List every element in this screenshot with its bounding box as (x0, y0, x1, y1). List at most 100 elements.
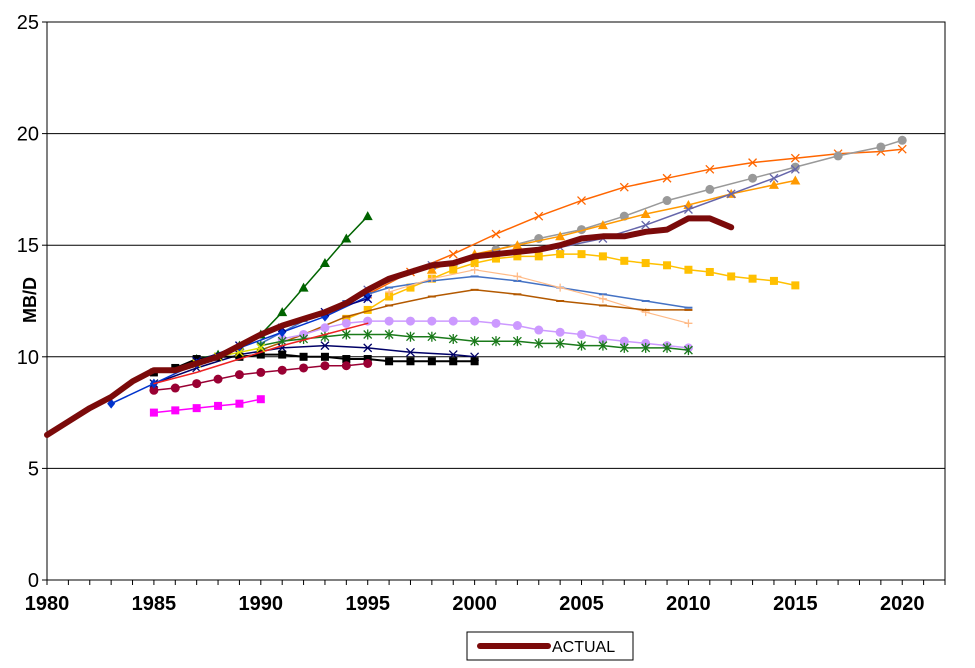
data-point (641, 220, 651, 230)
data-point (256, 343, 266, 353)
data-point (641, 259, 650, 268)
data-point (171, 406, 180, 415)
data-point (384, 329, 394, 340)
data-point (341, 233, 352, 243)
data-point (663, 261, 672, 270)
x-tick-label: 1990 (239, 593, 284, 615)
data-point (492, 254, 500, 263)
x-tick-label: 1995 (345, 593, 390, 615)
data-point (748, 158, 758, 168)
data-point (427, 331, 437, 342)
series-line (366, 148, 903, 296)
series-line (44, 215, 735, 438)
data-point (513, 272, 522, 281)
data-point (448, 350, 458, 360)
data-point (555, 231, 566, 241)
data-point (427, 357, 436, 366)
data-point (790, 175, 801, 185)
data-point (319, 258, 330, 268)
data-point (320, 361, 330, 371)
data-point (619, 182, 629, 192)
data-point (213, 374, 223, 384)
data-point (598, 340, 608, 351)
data-point (790, 164, 800, 174)
data-point (363, 294, 373, 304)
data-point (577, 340, 586, 351)
y-tick-label: 10 (17, 347, 39, 369)
data-point (341, 361, 351, 371)
data-point (491, 336, 501, 347)
data-point (299, 363, 309, 373)
data-point (491, 318, 501, 328)
series-line (431, 179, 797, 271)
data-point (256, 367, 266, 377)
data-point (684, 319, 693, 328)
y-tick-label: 5 (28, 458, 39, 480)
data-point (363, 343, 373, 353)
data-point (727, 272, 736, 281)
data-point (406, 331, 415, 342)
data-point (235, 352, 244, 361)
x-tick-label: 2005 (559, 593, 604, 615)
y-tick-label: 25 (17, 12, 39, 34)
data-point (619, 336, 629, 346)
data-point (598, 294, 607, 303)
legend-label-actual: ACTUAL (552, 639, 615, 656)
data-point (342, 355, 351, 364)
data-point (192, 404, 201, 413)
data-point (406, 357, 415, 366)
data-point (897, 135, 907, 145)
data-point (833, 151, 843, 161)
data-point (277, 365, 287, 375)
data-point (790, 153, 800, 163)
data-point (256, 350, 265, 359)
data-point (769, 173, 779, 183)
data-point (470, 265, 479, 274)
data-point (513, 252, 522, 261)
data-point (234, 370, 244, 380)
data-point (662, 173, 672, 183)
series-14 (149, 358, 373, 395)
data-point (577, 196, 586, 206)
data-point (170, 383, 180, 393)
series-0 (44, 215, 735, 438)
data-point (470, 336, 480, 347)
data-point (385, 357, 394, 366)
data-point (555, 327, 565, 337)
data-point (320, 352, 329, 361)
data-point (512, 321, 522, 331)
y-tick-label: 20 (17, 124, 39, 146)
series-18 (153, 322, 369, 385)
data-point (662, 196, 672, 206)
data-point (320, 341, 330, 351)
data-point (448, 316, 458, 326)
data-point (470, 316, 480, 326)
x-tick-label: 1985 (132, 593, 177, 615)
data-point (790, 162, 800, 172)
x-tick-label: 1980 (25, 593, 70, 615)
y-tick-label: 0 (28, 570, 39, 592)
data-point (449, 265, 458, 274)
data-point (278, 350, 287, 359)
legend: ACTUAL (466, 631, 634, 661)
data-point (534, 211, 544, 221)
data-point (534, 252, 543, 261)
data-point (256, 395, 265, 404)
axes: 0 5 10 15 20 25 1980 1985 1990 1995 2000 2005 2010 20… (17, 12, 946, 615)
series-line (153, 322, 369, 385)
series-layer (44, 135, 907, 438)
x-tick-label: 2015 (773, 593, 818, 615)
data-point (363, 329, 373, 340)
data-point (705, 164, 715, 174)
x-tick-label: 2010 (666, 593, 711, 615)
data-point (555, 338, 565, 349)
data-point (406, 283, 415, 292)
series-line (388, 269, 690, 324)
data-point (298, 282, 309, 292)
data-point (320, 323, 330, 333)
data-point (534, 325, 544, 335)
data-point (748, 173, 758, 183)
data-point (149, 385, 159, 395)
